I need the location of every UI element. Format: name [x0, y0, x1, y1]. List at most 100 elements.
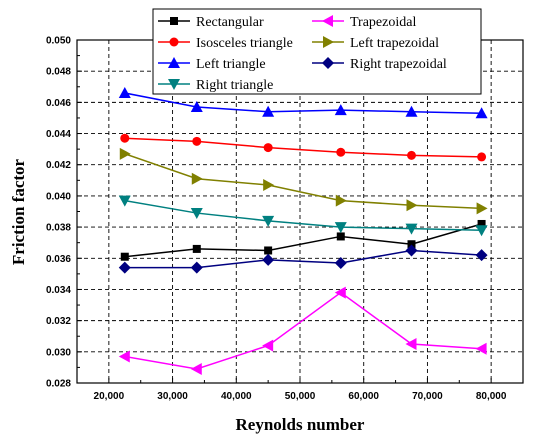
series-right-trapezoidal [118, 244, 488, 274]
data-point [262, 253, 275, 266]
legend-label: Right triangle [196, 78, 273, 93]
data-point [190, 362, 202, 375]
y-tick-label: 0.034 [46, 285, 71, 296]
series-lines [118, 87, 488, 375]
legend-item: Trapezoidal [312, 15, 416, 30]
legend-item: Rectangular [158, 15, 264, 30]
data-point [475, 342, 487, 355]
y-tick-label: 0.046 [46, 98, 71, 109]
series-right-triangle [118, 195, 488, 237]
series-rectangular [120, 219, 486, 261]
series-line [124, 199, 482, 231]
series-left-trapezoidal [119, 147, 488, 215]
legend-label: Right trapezoidal [350, 57, 447, 72]
y-tick-label: 0.042 [46, 160, 71, 171]
data-point [262, 215, 275, 227]
x-tick-label: 60,000 [348, 391, 379, 402]
legend-item: Isosceles triangle [158, 36, 293, 51]
series-line [124, 153, 482, 210]
series-isosceles-triangle [120, 133, 487, 162]
legend-item: Right trapezoidal [312, 57, 447, 72]
data-point [263, 178, 275, 191]
data-point [119, 147, 131, 160]
series-line [124, 291, 482, 370]
data-point [192, 136, 202, 146]
axis-ticks: 20,000 30,000 40,000 50,000 60,000 70,000 80,0… [46, 36, 524, 402]
y-axis-title: Friction factor [9, 158, 28, 265]
legend-marker [322, 15, 333, 27]
legend-label: Left trapezoidal [350, 36, 439, 51]
data-point [334, 104, 347, 116]
data-point [336, 147, 346, 157]
legend-item: Left triangle [158, 57, 266, 72]
data-point [405, 223, 418, 235]
series-left-triangle [118, 87, 488, 119]
data-point [476, 202, 488, 215]
data-point [118, 350, 130, 363]
data-point [262, 339, 274, 352]
series-line [124, 223, 482, 258]
data-point [262, 105, 275, 117]
x-tick-label: 70,000 [412, 391, 443, 402]
data-point [334, 286, 346, 299]
data-point [334, 256, 347, 269]
data-point [475, 225, 488, 237]
data-point [405, 105, 418, 117]
legend-marker [323, 36, 334, 48]
x-tick-label: 80,000 [476, 391, 507, 402]
legend-label: Rectangular [196, 15, 264, 30]
data-point [192, 244, 201, 253]
legend-marker [168, 79, 180, 90]
y-tick-label: 0.044 [46, 129, 71, 140]
data-point [405, 338, 417, 351]
y-tick-label: 0.038 [46, 223, 71, 234]
data-point [405, 244, 418, 257]
data-point [264, 246, 273, 255]
y-tick-label: 0.048 [46, 67, 71, 78]
y-tick-label: 0.028 [46, 379, 71, 390]
data-point [475, 249, 488, 262]
series-line [124, 137, 482, 158]
legend-item: Right triangle [158, 78, 273, 93]
legend-marker [168, 57, 180, 68]
y-tick-label: 0.050 [46, 36, 71, 47]
data-point [118, 195, 131, 207]
series-line [124, 249, 482, 269]
legend: Rectangular Trapezoidal Isosceles triangle… [152, 8, 482, 95]
data-point [190, 261, 203, 274]
data-point [477, 219, 486, 228]
data-point [475, 107, 488, 119]
x-tick-label: 30,000 [157, 391, 188, 402]
legend-label: Isosceles triangle [196, 36, 293, 51]
legend-marker [322, 57, 334, 69]
data-point [335, 194, 347, 207]
legend-box [152, 8, 482, 95]
data-point [334, 222, 347, 234]
x-axis-title: Reynolds number [236, 415, 365, 434]
y-tick-label: 0.030 [46, 347, 71, 358]
legend-label: Left triangle [196, 57, 266, 72]
x-tick-label: 40,000 [221, 391, 252, 402]
y-tick-label: 0.036 [46, 254, 71, 265]
data-point [190, 208, 203, 220]
legend-marker [170, 17, 178, 25]
data-point [406, 199, 418, 212]
x-tick-label: 20,000 [94, 391, 125, 402]
series-line [124, 92, 482, 115]
data-point [477, 152, 487, 162]
legend-label: Trapezoidal [350, 15, 416, 30]
data-point [118, 87, 131, 99]
data-point [407, 240, 416, 249]
series-trapezoidal [118, 286, 487, 375]
data-point [263, 143, 273, 153]
data-point [120, 252, 129, 261]
y-tick-label: 0.032 [46, 316, 71, 327]
legend-marker [169, 37, 179, 47]
data-point [118, 261, 131, 274]
data-point [407, 150, 416, 160]
data-point [191, 172, 203, 185]
data-point [120, 133, 130, 143]
x-tick-label: 50,000 [285, 391, 316, 402]
y-tick-label: 0.040 [46, 191, 71, 202]
